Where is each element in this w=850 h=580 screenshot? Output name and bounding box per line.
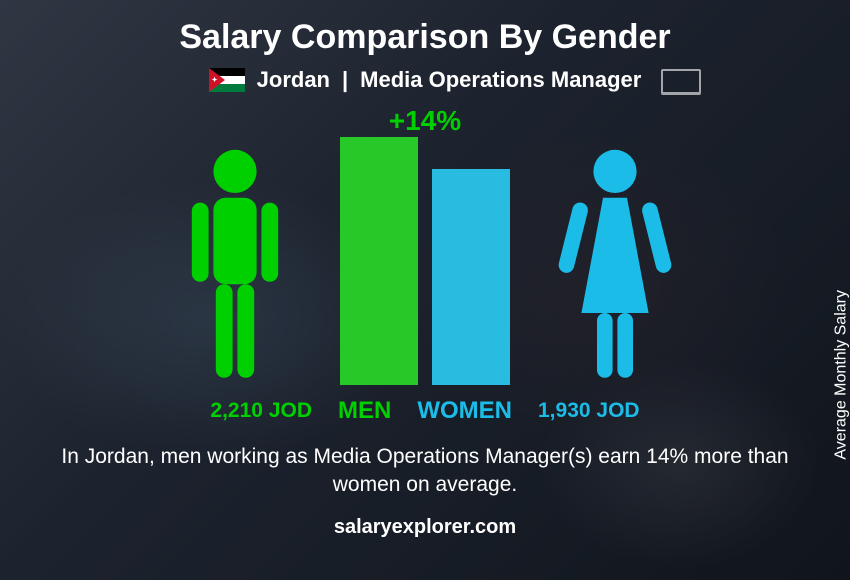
chart-area: +14% 2,210 JOD MEN WOMEN 1,930 JOD (85, 105, 765, 425)
salary-men: 2,210 JOD (162, 399, 312, 423)
separator: | (342, 67, 348, 93)
delta-label: +14% (389, 105, 461, 137)
infographic-content: Salary Comparison By Gender ✦ Jordan | M… (0, 0, 850, 580)
jordan-flag-icon: ✦ (209, 68, 245, 92)
category-women: WOMEN (417, 397, 512, 425)
bar-women (432, 169, 510, 385)
subtitle-row: ✦ Jordan | Media Operations Manager (209, 67, 642, 93)
role-label: Media Operations Manager (360, 67, 641, 93)
page-title: Salary Comparison By Gender (179, 18, 670, 57)
country-label: Jordan (257, 67, 330, 93)
caption-text: In Jordan, men working as Media Operatio… (35, 443, 815, 500)
category-men: MEN (338, 397, 391, 425)
laptop-icon (661, 69, 701, 95)
source-label: salaryexplorer.com (334, 516, 516, 539)
bar-men (340, 137, 418, 385)
female-figure-icon (555, 145, 675, 385)
bar-group (340, 137, 510, 385)
male-figure-icon (175, 145, 295, 385)
labels-row: 2,210 JOD MEN WOMEN 1,930 JOD (85, 397, 765, 425)
salary-women: 1,930 JOD (538, 399, 688, 423)
